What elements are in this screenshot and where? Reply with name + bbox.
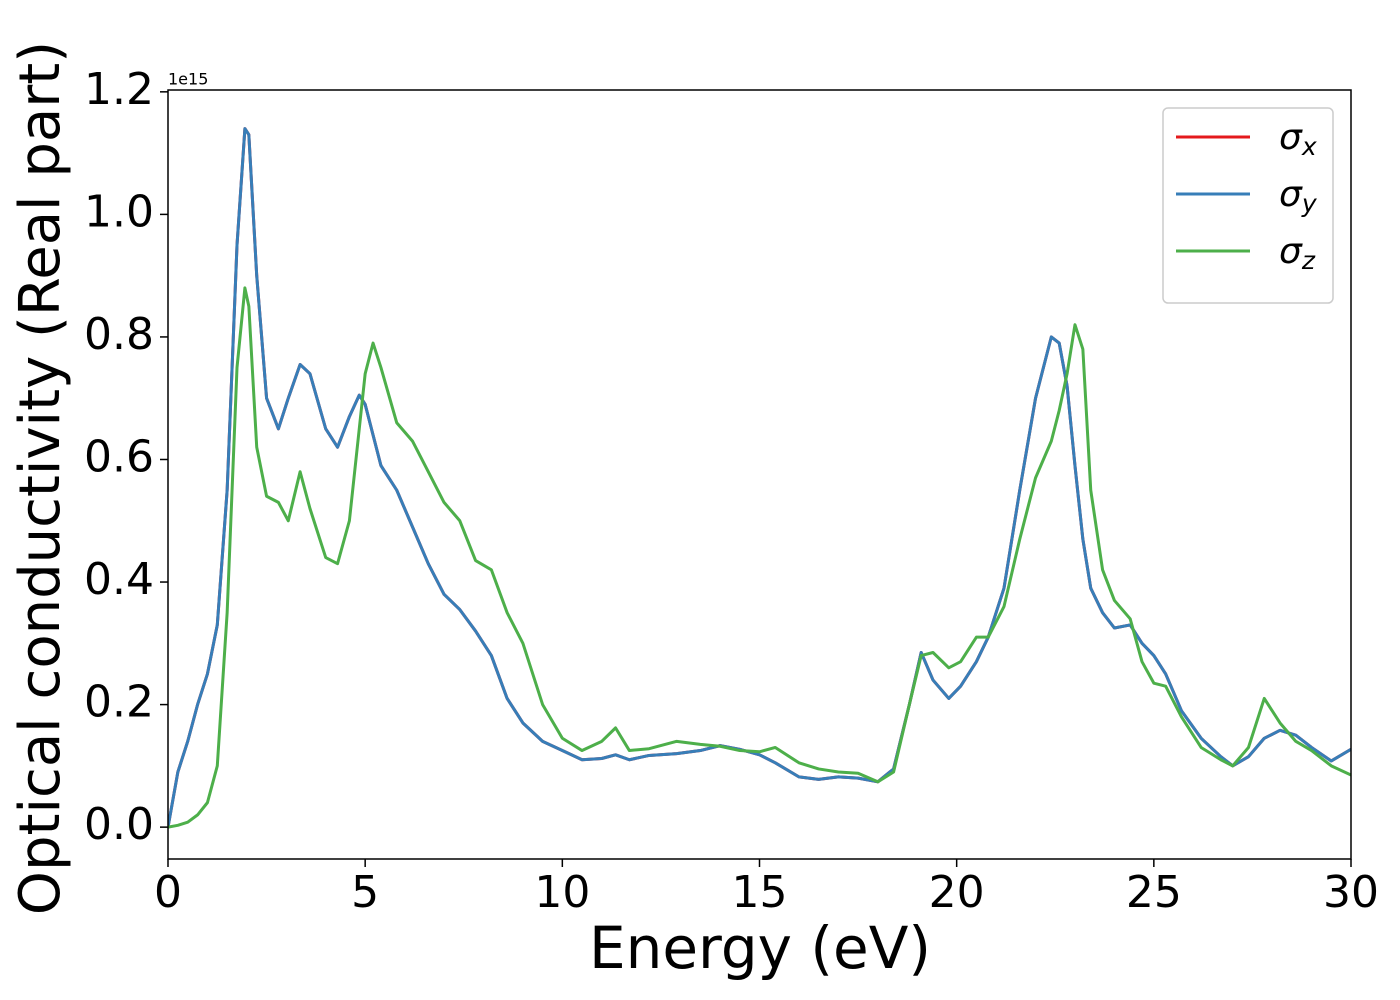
plot-frame [167, 89, 1352, 860]
x-tick-label: 20 [929, 867, 985, 918]
y-tick-label: 1.0 [84, 186, 154, 237]
legend-label: σy [1279, 174, 1318, 218]
x-tick-label: 10 [534, 867, 590, 918]
series-line [168, 286, 1351, 829]
x-tick-label: 25 [1126, 867, 1182, 918]
y-tick-label: 0.8 [84, 309, 154, 360]
legend-box [1162, 107, 1334, 304]
legend-label: σx [1279, 117, 1317, 161]
x-tick-label: 15 [732, 867, 788, 918]
legend-label: σz [1279, 231, 1316, 275]
x-tick-label: 0 [154, 867, 182, 918]
x-tick-label: 30 [1323, 867, 1379, 918]
y-tick-label: 0.0 [84, 799, 154, 850]
x-axis-label: Energy (eV) [589, 914, 931, 982]
y-tick-label: 0.4 [84, 554, 154, 605]
y-tick-label: 0.2 [84, 677, 154, 728]
y-axis-label: Optical conductivity (Real part) [8, 41, 73, 915]
offset-text: 1e15 [168, 70, 208, 89]
x-tick-label: 5 [351, 867, 379, 918]
y-tick-label: 0.6 [84, 431, 154, 482]
y-tick-label: 1.2 [84, 64, 154, 115]
